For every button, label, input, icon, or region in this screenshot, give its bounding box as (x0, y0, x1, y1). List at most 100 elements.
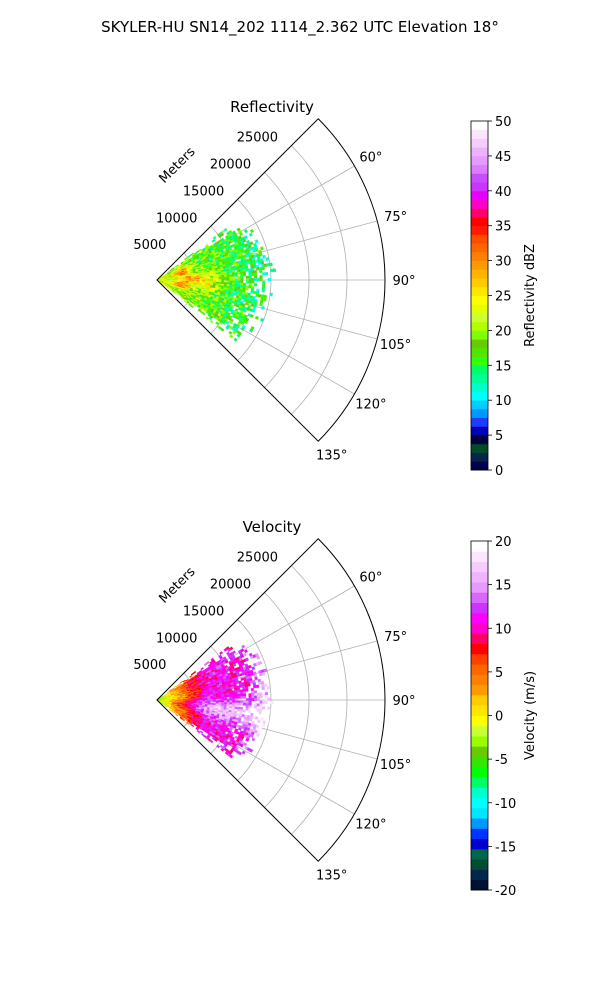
data-cell (207, 697, 211, 700)
data-cell (180, 296, 184, 300)
data-cell (249, 748, 254, 753)
data-cell (234, 274, 238, 277)
data-cell (261, 266, 265, 271)
data-cell (253, 703, 258, 707)
data-cell (207, 698, 211, 701)
data-cell (263, 668, 268, 673)
data-cell (240, 276, 244, 279)
data-cell (205, 316, 210, 320)
data-cell (269, 292, 273, 297)
data-cell (248, 280, 252, 284)
velocity-range-unit-label: Meters (157, 564, 199, 606)
data-cell (248, 698, 252, 701)
data-cell (248, 705, 252, 709)
data-cell (226, 272, 230, 276)
colorbar-segment (471, 869, 488, 881)
data-cell (253, 290, 257, 295)
data-cell (181, 718, 185, 722)
colorbar-tick-label: 40 (495, 185, 512, 200)
data-cell (234, 696, 239, 699)
colorbar-segment (471, 417, 488, 427)
data-cell (171, 687, 175, 691)
data-cell (250, 290, 254, 294)
data-cell (243, 700, 247, 704)
data-cell (218, 277, 222, 280)
data-cell (225, 325, 230, 330)
data-cell (258, 266, 263, 271)
reflectivity-azimuth-labels: 60° 75° 90° 105° 120° 135° (316, 151, 415, 464)
data-cell (243, 282, 247, 286)
velocity-azimuth-labels: 60° 75° 90° 105° 120° 135° (316, 571, 415, 884)
colorbar-segment (471, 286, 488, 296)
colorbar-segment (471, 408, 488, 419)
data-cell (270, 268, 274, 273)
data-cell (204, 277, 208, 280)
data-cell (231, 272, 236, 275)
data-cell (234, 698, 239, 701)
data-cell (256, 698, 260, 702)
data-cell (210, 278, 214, 281)
colorbar-segment (471, 848, 488, 860)
data-cell (247, 268, 252, 272)
colorbar-segment (471, 190, 488, 200)
data-cell (209, 739, 214, 744)
data-cell (234, 278, 239, 281)
data-cell (261, 686, 265, 691)
data-cell (221, 280, 225, 283)
colorbar-segment (471, 278, 488, 288)
colorbar-segment (471, 330, 488, 340)
data-cell (215, 695, 219, 698)
data-cell (213, 280, 217, 283)
data-cell (251, 273, 255, 277)
data-cell (262, 280, 266, 284)
data-cell (160, 702, 163, 705)
data-cell (254, 698, 258, 702)
data-cell (270, 700, 274, 705)
data-cell (218, 700, 222, 703)
data-cell (215, 277, 219, 280)
data-cell (229, 700, 233, 703)
data-cell (229, 696, 233, 699)
data-cell (240, 326, 245, 331)
colorbar-segment (471, 304, 488, 314)
data-cell (209, 319, 214, 324)
data-cell (264, 695, 269, 699)
data-cell (229, 698, 233, 701)
data-cell (257, 719, 261, 724)
data-cell (231, 650, 236, 655)
data-cell (254, 315, 259, 320)
data-cell (259, 692, 263, 696)
colorbar-segment (471, 243, 488, 253)
data-cell (215, 280, 219, 283)
data-cell (241, 750, 246, 755)
colorbar-segment (471, 147, 488, 157)
data-cell (267, 697, 271, 702)
data-cell (215, 275, 219, 278)
data-cell (242, 652, 247, 657)
data-cell (256, 288, 260, 292)
data-cell (202, 279, 206, 281)
data-cell (242, 693, 247, 697)
data-cell (186, 721, 190, 725)
data-cell (226, 282, 230, 285)
data-cell (245, 705, 249, 709)
data-cell (254, 676, 258, 681)
data-cell (237, 751, 243, 756)
data-cell (264, 272, 269, 276)
data-cell (237, 271, 241, 275)
data-cell (259, 275, 263, 279)
data-cell (223, 274, 228, 278)
velocity-range-labels: 5000 10000 15000 20000 25000 (133, 551, 278, 674)
data-cell (248, 232, 253, 237)
colorbar-segment (471, 664, 488, 675)
data-cell (243, 229, 248, 234)
data-cell (253, 272, 258, 276)
reflectivity-colorbar: 0 5 10 15 20 25 30 35 40 45 50 Reflectivity dBZ (470, 115, 538, 479)
data-cell (256, 655, 261, 660)
data-cell (248, 693, 252, 697)
data-cell (250, 687, 254, 692)
data-cell (237, 694, 241, 697)
data-cell (245, 280, 249, 284)
data-cell (251, 309, 256, 313)
colorbar-segment (471, 138, 488, 148)
